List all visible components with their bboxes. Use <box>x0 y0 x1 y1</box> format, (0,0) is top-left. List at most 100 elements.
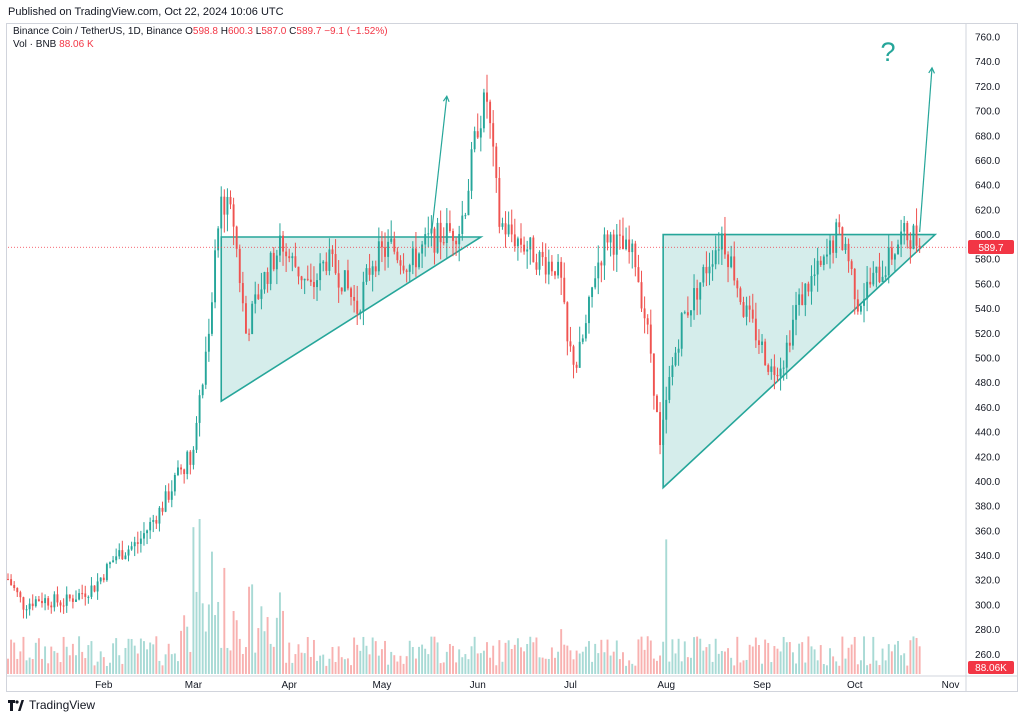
volume-bar <box>600 639 603 674</box>
volume-bar <box>795 663 797 674</box>
volume-bar <box>115 638 118 674</box>
volume-bar <box>118 655 121 674</box>
volume-bar <box>489 657 492 674</box>
candle-body <box>380 241 383 248</box>
volume-bar <box>659 655 662 674</box>
candle-body <box>588 297 590 324</box>
volume-bar <box>736 636 739 674</box>
volume-bar <box>81 651 84 674</box>
volume-bar <box>804 662 807 674</box>
volume-bar <box>779 651 782 674</box>
candle-body <box>529 237 532 250</box>
volume-bar <box>50 646 53 674</box>
candle-body <box>705 267 708 274</box>
volume-bar <box>167 643 170 674</box>
candle-body <box>816 260 819 275</box>
candle-body <box>214 250 217 303</box>
volume-bar <box>155 636 158 674</box>
candle-body <box>164 491 167 512</box>
volume-bar <box>430 636 433 674</box>
candle-body <box>779 368 782 377</box>
candle-body <box>526 249 529 252</box>
volume-bar <box>847 647 850 674</box>
volume-bar <box>563 644 566 674</box>
ascending-triangle-pattern <box>220 236 484 403</box>
candle-body <box>554 271 556 276</box>
volume-bar <box>569 650 572 674</box>
volume-bar <box>56 652 59 674</box>
volume-bar <box>702 650 705 674</box>
price-axis[interactable]: 260.0 280.0 300.0 320.0 340.0 360.0 380.0 400.0… <box>975 33 1000 661</box>
volume-bar <box>825 665 828 674</box>
candle-body <box>520 238 522 245</box>
candle-body <box>44 598 47 604</box>
candle-body <box>272 252 275 270</box>
volume-bar <box>550 647 553 674</box>
tradingview-footer[interactable]: TradingView <box>8 698 95 712</box>
candle-body <box>340 287 343 292</box>
candle-body <box>186 451 189 475</box>
volume-bar <box>294 654 297 674</box>
volume-bar <box>362 636 365 674</box>
time-tick-label: Apr <box>281 680 297 691</box>
candle-body <box>764 341 767 366</box>
volume-bar <box>365 645 368 674</box>
candle-body <box>115 556 118 561</box>
time-tick-label: Oct <box>847 680 863 691</box>
volume-bar <box>665 539 668 674</box>
candle-body <box>523 244 526 252</box>
volume-bar <box>520 647 522 674</box>
volume-bar <box>764 639 767 674</box>
low-value: 587.0 <box>261 26 287 37</box>
volume-bar <box>433 636 436 674</box>
volume-bar <box>674 653 677 674</box>
candle-body <box>501 223 504 227</box>
volume-bar <box>816 660 819 674</box>
volume-bar <box>312 639 315 674</box>
volume-bar <box>887 644 890 674</box>
volume-bar <box>214 615 217 674</box>
volume-bar <box>470 646 473 674</box>
candle-body <box>149 521 152 531</box>
volume-bar <box>65 646 68 674</box>
candle-body <box>770 366 773 372</box>
candle-body <box>408 265 411 272</box>
volume-bar <box>773 646 776 674</box>
volume-bar <box>872 636 875 674</box>
time-axis[interactable]: Feb Mar Apr May Jun Jul Aug Sep Oct Nov <box>95 680 959 691</box>
high-value: 600.3 <box>227 26 253 37</box>
candlesticks <box>7 74 921 619</box>
volume-bar <box>68 655 71 674</box>
projection-arrow-head <box>442 95 450 103</box>
candle-body <box>260 289 263 299</box>
volume-bar <box>464 654 467 674</box>
candle-body <box>439 222 442 243</box>
candle-body <box>835 222 838 253</box>
volume-bar <box>467 659 470 674</box>
candle-body <box>309 279 312 282</box>
candle-body <box>170 491 173 500</box>
candle-body <box>118 550 121 557</box>
volume-bar <box>918 646 921 674</box>
volume-bar <box>699 638 702 674</box>
candle-body <box>547 261 550 275</box>
candle-body <box>254 294 257 304</box>
volume-bar <box>19 651 22 674</box>
volume-bar <box>492 645 495 674</box>
candle-body <box>541 251 544 258</box>
candle-body <box>776 374 779 377</box>
volume-bar <box>368 654 371 674</box>
candle-body <box>266 272 269 284</box>
volume-bar <box>439 663 442 674</box>
projection-arrow-line <box>430 96 448 235</box>
candle-body <box>297 266 300 277</box>
candle-body <box>331 249 334 255</box>
volume-bar <box>767 642 770 674</box>
candle-body <box>853 268 856 300</box>
volume-bar <box>761 663 763 674</box>
candle-body <box>41 600 43 604</box>
candle-body <box>581 338 584 342</box>
candle-body <box>244 303 247 334</box>
volume-bar <box>557 651 560 674</box>
